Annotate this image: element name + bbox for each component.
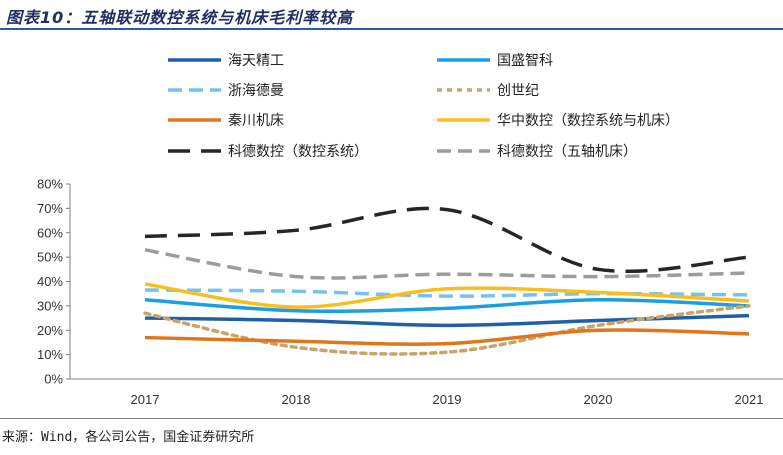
x-tick-label: 2018 bbox=[282, 392, 311, 407]
chart-title: 图表10：五轴联动数控系统与机床毛利率较高 bbox=[6, 8, 354, 27]
legend-label-5: 秦川机床 bbox=[228, 113, 284, 129]
title-divider bbox=[0, 28, 783, 30]
legend-label-7: 科德数控（数控系统） bbox=[228, 144, 368, 160]
y-tick-label: 50% bbox=[37, 250, 63, 265]
legend-label-1: 海天精工 bbox=[228, 53, 284, 69]
y-tick-label: 60% bbox=[37, 225, 63, 240]
series-line-6 bbox=[144, 282, 750, 309]
y-tick-label: 70% bbox=[37, 201, 63, 216]
legend-label-4: 创世纪 bbox=[497, 83, 539, 99]
y-tick-label: 30% bbox=[37, 298, 63, 313]
series-line-4 bbox=[143, 304, 751, 356]
x-tick-label: 2019 bbox=[433, 392, 462, 407]
y-tick-label: 10% bbox=[37, 347, 63, 362]
legend-label-8: 科德数控（五轴机床） bbox=[497, 144, 637, 160]
footer-divider bbox=[0, 418, 783, 419]
y-tick-label: 0% bbox=[44, 372, 63, 387]
legend-label-3: 浙海德曼 bbox=[228, 83, 284, 99]
source-note: 来源：Wind，各公司公告，国金证券研究所 bbox=[2, 430, 255, 445]
x-tick-label: 2020 bbox=[584, 392, 613, 407]
legend-label-6: 华中数控（数控系统与机床） bbox=[497, 113, 679, 129]
series-line-8 bbox=[144, 248, 750, 280]
series-line-7 bbox=[144, 206, 750, 274]
y-tick-label: 40% bbox=[37, 274, 63, 289]
x-tick-label: 2017 bbox=[131, 392, 160, 407]
series-line-2 bbox=[144, 298, 750, 313]
x-tick-label: 2021 bbox=[735, 392, 764, 407]
y-tick-label: 20% bbox=[37, 323, 63, 338]
legend-label-2: 国盛智科 bbox=[497, 53, 553, 69]
series-line-5 bbox=[144, 328, 750, 346]
y-tick-label: 80% bbox=[37, 177, 63, 192]
